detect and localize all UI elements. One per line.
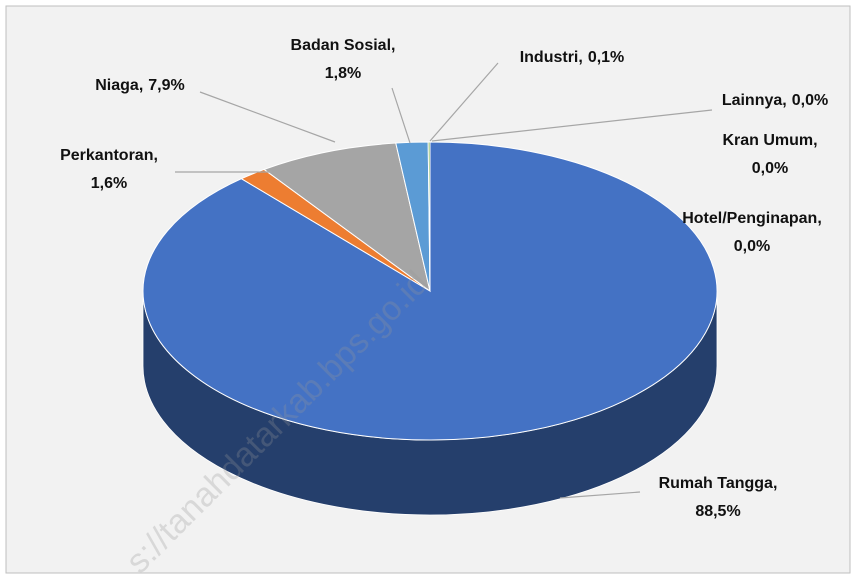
data-label: Hotel/Penginapan, 0,0% (682, 210, 822, 255)
data-label: Kran Umum, 0,0% (722, 132, 817, 177)
label-name: Badan Sosial, (291, 37, 396, 54)
leader-line (431, 109, 713, 142)
label-value: 1,8% (325, 65, 361, 82)
label-name: Hotel/Penginapan, (682, 210, 822, 227)
data-label: Niaga, 7,9% (95, 77, 184, 94)
leader-line (429, 62, 499, 142)
label-name: Perkantoran, (60, 147, 158, 164)
label-value: 0,0% (752, 160, 788, 177)
data-label: Perkantoran, 1,6% (60, 147, 158, 192)
leader-line (199, 91, 336, 143)
data-label: Rumah Tangga, 88,5% (659, 475, 778, 520)
label-value: 88,5% (695, 503, 740, 520)
label-name: Niaga, (95, 77, 143, 94)
label-name: Lainnya, (722, 92, 787, 109)
data-label: Lainnya, 0,0% (722, 92, 828, 109)
label-name: Industri, (520, 49, 583, 66)
label-value: 0,1% (588, 49, 624, 66)
data-label: Industri, 0,1% (520, 49, 625, 66)
label-name: Kran Umum, (722, 132, 817, 149)
leader-line (391, 87, 411, 144)
slice (263, 142, 431, 293)
label-value: 7,9% (148, 77, 184, 94)
leader-line (559, 491, 641, 499)
label-value: 0,0% (792, 92, 828, 109)
data-label: Badan Sosial, 1,8% (291, 37, 396, 82)
label-value: 1,6% (91, 175, 127, 192)
label-name: Rumah Tangga, (659, 475, 778, 492)
label-value: 0,0% (734, 238, 770, 255)
